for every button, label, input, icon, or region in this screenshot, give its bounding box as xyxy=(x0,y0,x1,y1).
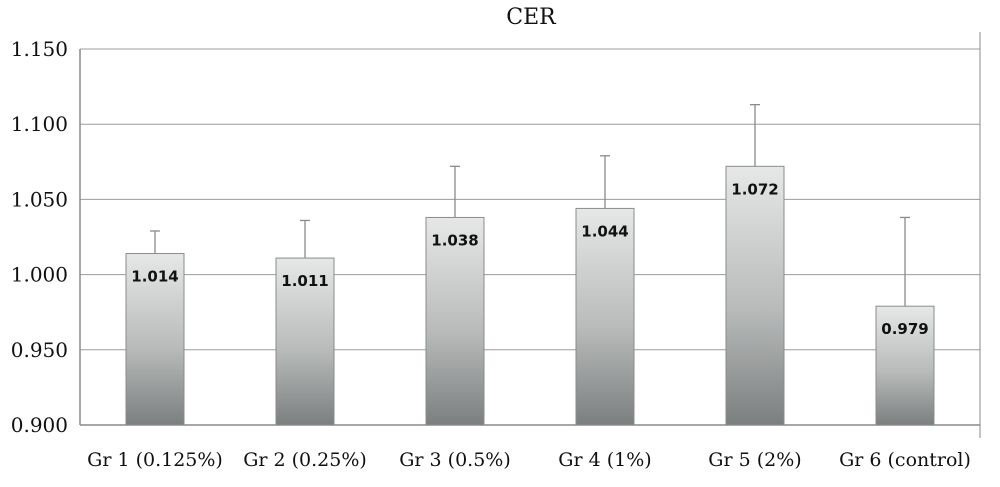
y-tick-label: 1.000 xyxy=(11,263,68,287)
y-tick-label: 1.150 xyxy=(11,37,68,61)
bar xyxy=(275,257,335,426)
x-tick-label: Gr 6 (control) xyxy=(839,449,971,471)
bar xyxy=(125,253,185,426)
y-axis-ticks: 0.900 0.950 1.000 1.050 1.100 1.150 xyxy=(11,37,68,437)
data-label: 1.011 xyxy=(281,272,328,290)
data-label: 1.038 xyxy=(431,231,478,249)
bar xyxy=(575,207,635,426)
chart-title: CER xyxy=(506,5,557,30)
x-tick-label: Gr 2 (0.25%) xyxy=(243,449,367,471)
data-label: 0.979 xyxy=(881,320,928,338)
gridlines xyxy=(80,48,980,426)
y-tick-label: 0.950 xyxy=(11,338,68,362)
bar xyxy=(425,216,485,426)
data-label: 1.072 xyxy=(731,180,778,198)
x-axis-ticks: Gr 1 (0.125%) Gr 2 (0.25%) Gr 3 (0.5%) Gr 4… xyxy=(87,449,971,471)
x-tick-label: Gr 5 (2%) xyxy=(708,449,801,471)
y-tick-label: 1.050 xyxy=(11,187,68,211)
x-tick-label: Gr 3 (0.5%) xyxy=(399,449,511,471)
y-tick-label: 0.900 xyxy=(11,413,68,437)
bars xyxy=(125,165,935,426)
y-tick-label: 1.100 xyxy=(11,112,68,136)
data-labels: 1.014 1.011 1.038 1.044 1.072 0.979 xyxy=(131,180,928,338)
error-bars xyxy=(150,103,910,307)
x-tick-label: Gr 4 (1%) xyxy=(558,449,651,471)
data-label: 1.014 xyxy=(131,268,178,286)
bar xyxy=(725,165,785,426)
x-tick-label: Gr 1 (0.125%) xyxy=(87,449,223,471)
data-label: 1.044 xyxy=(581,222,628,240)
bar xyxy=(875,305,935,426)
